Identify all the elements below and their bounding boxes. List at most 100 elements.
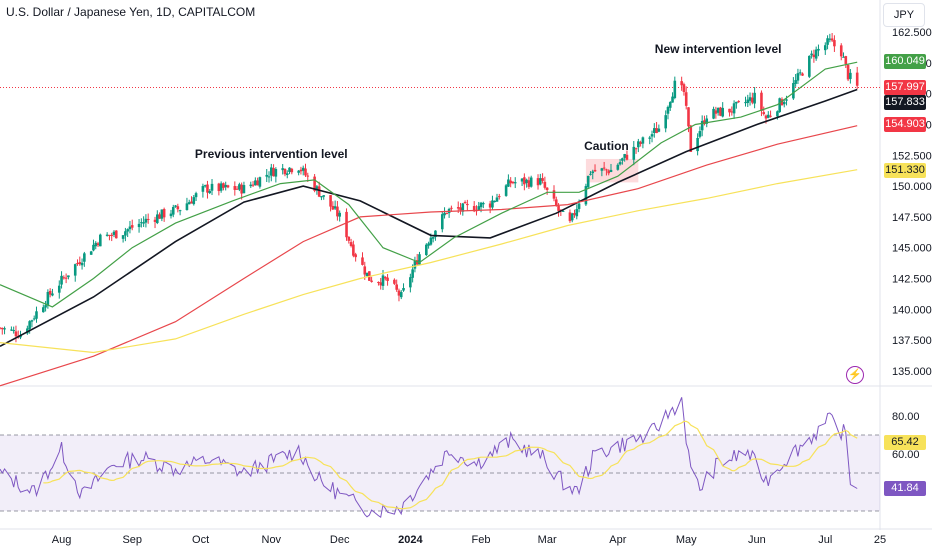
candle-body bbox=[174, 205, 177, 207]
candle-body bbox=[855, 72, 859, 86]
candle-body bbox=[719, 107, 722, 116]
candle-body bbox=[144, 218, 148, 223]
candle-body bbox=[495, 197, 499, 202]
candle-body bbox=[411, 269, 414, 278]
candle-body bbox=[64, 277, 68, 279]
candle-body bbox=[317, 186, 321, 197]
candle-body bbox=[32, 318, 36, 320]
candle-body bbox=[320, 196, 323, 198]
candle-body bbox=[737, 101, 740, 103]
candle-body bbox=[299, 169, 303, 172]
candle-body bbox=[381, 275, 385, 286]
candle-body bbox=[591, 171, 595, 174]
candle-body bbox=[687, 107, 690, 127]
candle-body bbox=[258, 177, 262, 187]
candle-body bbox=[730, 111, 734, 113]
ma-line-yellow bbox=[0, 169, 858, 354]
candle-body bbox=[329, 195, 332, 207]
candle-body bbox=[434, 230, 437, 238]
candle-body bbox=[539, 178, 542, 185]
chart-title: U.S. Dollar / Japanese Yen, 1D, CAPITALC… bbox=[6, 5, 256, 19]
candle-body bbox=[156, 214, 159, 224]
candle-body bbox=[507, 179, 510, 187]
candle-body bbox=[561, 210, 565, 212]
candle-body bbox=[801, 73, 804, 76]
ma-line-green bbox=[0, 61, 858, 308]
candle-body bbox=[536, 178, 540, 186]
candle-body bbox=[764, 115, 768, 119]
candle-body bbox=[60, 275, 63, 285]
candle-body bbox=[0, 327, 4, 330]
candle-body bbox=[641, 137, 645, 144]
candle-body bbox=[288, 167, 291, 172]
candle-body bbox=[618, 162, 622, 165]
time-tick-label: Apr bbox=[609, 534, 626, 546]
rsi-band-fill bbox=[0, 435, 880, 511]
candle-body bbox=[206, 184, 209, 193]
price-tick-label: 152.500 bbox=[892, 150, 932, 162]
candle-body bbox=[130, 225, 134, 228]
candle-body bbox=[176, 206, 180, 210]
candle-body bbox=[716, 107, 720, 113]
candle-body bbox=[178, 210, 182, 212]
currency-selector-button[interactable]: JPY bbox=[883, 3, 925, 27]
candle-body bbox=[796, 73, 800, 81]
candle-body bbox=[616, 164, 620, 170]
candle-body bbox=[746, 99, 750, 103]
candle-body bbox=[313, 176, 316, 191]
candle-body bbox=[605, 169, 608, 171]
candle-body bbox=[114, 230, 118, 239]
candle-body bbox=[192, 197, 196, 205]
time-tick-label: Mar bbox=[538, 534, 557, 546]
candle-body bbox=[513, 182, 517, 184]
candle-body bbox=[265, 174, 269, 177]
candle-body bbox=[472, 205, 476, 212]
candle-body bbox=[254, 180, 257, 186]
candle-body bbox=[26, 328, 29, 334]
candle-body bbox=[224, 184, 227, 188]
candle-body bbox=[525, 179, 528, 183]
candle-body bbox=[208, 191, 212, 194]
candle-body bbox=[96, 243, 100, 246]
candle-body bbox=[573, 213, 576, 215]
candle-body bbox=[240, 184, 243, 194]
candle-body bbox=[322, 195, 326, 197]
candle-body bbox=[12, 330, 15, 332]
candle-body bbox=[0, 327, 2, 329]
candle-body bbox=[782, 102, 786, 105]
candle-body bbox=[3, 328, 6, 330]
candle-body bbox=[386, 277, 389, 281]
candle-body bbox=[785, 99, 788, 101]
candle-body bbox=[751, 97, 754, 103]
price-badge-last-price: 157.997 bbox=[884, 80, 926, 95]
candle-body bbox=[431, 237, 435, 239]
candle-body bbox=[557, 205, 560, 211]
candle-body bbox=[14, 331, 18, 337]
candle-body bbox=[732, 103, 736, 114]
candle-body bbox=[297, 170, 300, 173]
candle-body bbox=[769, 115, 772, 117]
candle-body bbox=[345, 211, 348, 238]
candle-body bbox=[89, 251, 93, 255]
candle-body bbox=[162, 209, 166, 218]
candle-body bbox=[814, 49, 818, 59]
rsi-tick-label: 80.00 bbox=[892, 411, 920, 423]
lightning-icon[interactable]: ⚡ bbox=[846, 366, 864, 384]
candle-body bbox=[828, 38, 832, 40]
candle-body bbox=[283, 168, 287, 175]
candle-body bbox=[35, 311, 38, 319]
candle-body bbox=[810, 53, 813, 56]
price-tick-label: 142.500 bbox=[892, 274, 932, 286]
candle-body bbox=[425, 244, 428, 256]
candle-body bbox=[735, 101, 738, 104]
candle-body bbox=[655, 128, 658, 134]
candle-body bbox=[126, 229, 129, 232]
candle-body bbox=[744, 102, 747, 104]
candle-body bbox=[541, 178, 544, 181]
candle-body bbox=[703, 120, 706, 125]
candle-body bbox=[281, 168, 284, 171]
candle-body bbox=[664, 115, 667, 129]
candle-body bbox=[621, 158, 624, 161]
candle-body bbox=[673, 80, 677, 98]
rsi-tick-label: 60.00 bbox=[892, 449, 920, 461]
